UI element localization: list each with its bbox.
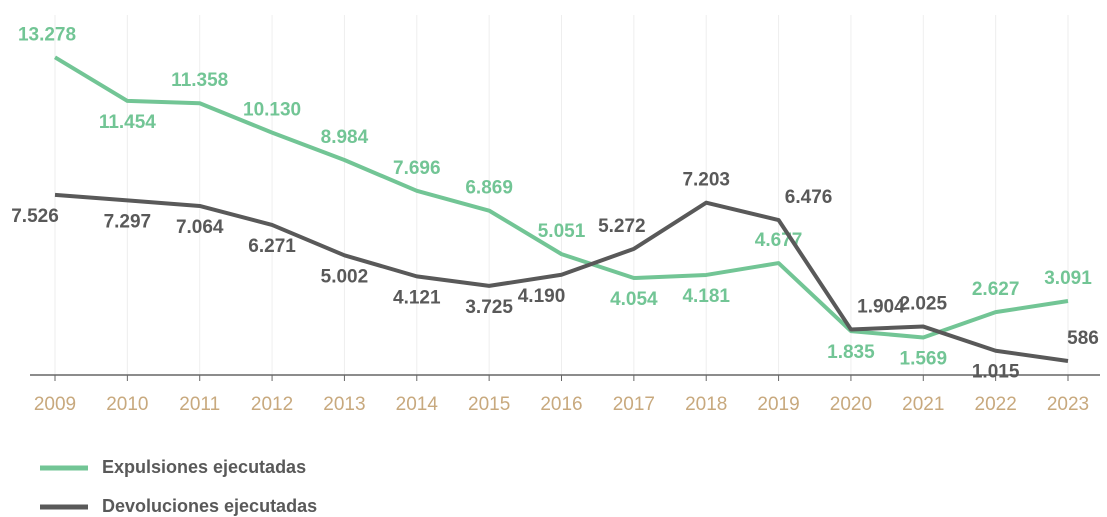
data-label: 6.476 bbox=[785, 187, 833, 208]
data-label: 7.203 bbox=[682, 170, 730, 191]
data-label: 7.064 bbox=[176, 217, 224, 238]
data-label: 4.181 bbox=[682, 286, 730, 307]
line-series bbox=[54, 192, 1069, 363]
x-tick-label: 2020 bbox=[830, 394, 872, 415]
data-label: 6.271 bbox=[248, 236, 296, 257]
data-label: 1.835 bbox=[827, 342, 875, 363]
data-label: 7.297 bbox=[104, 211, 152, 232]
x-tick-label: 2011 bbox=[179, 394, 220, 415]
x-tick-label: 2010 bbox=[106, 394, 148, 415]
x-tick-label: 2018 bbox=[685, 394, 727, 415]
data-label: 2.627 bbox=[972, 279, 1020, 300]
data-label: 1.569 bbox=[900, 348, 948, 369]
x-tick-label: 2015 bbox=[468, 394, 510, 415]
data-label: 8.984 bbox=[321, 127, 369, 148]
data-label: 5.002 bbox=[321, 266, 369, 287]
data-label: 4.121 bbox=[393, 287, 441, 308]
data-label: 5.051 bbox=[538, 221, 586, 242]
x-tick-label: 2014 bbox=[396, 394, 439, 415]
data-label: 10.130 bbox=[243, 100, 301, 121]
data-label: 6.869 bbox=[465, 178, 513, 199]
x-tick-label: 2023 bbox=[1047, 394, 1089, 415]
x-tick-label: 2021 bbox=[902, 394, 944, 415]
data-label: 4.190 bbox=[518, 286, 566, 307]
x-tick-label: 2022 bbox=[975, 394, 1017, 415]
data-label: 4.054 bbox=[610, 289, 658, 310]
legend-label: Expulsiones ejecutadas bbox=[102, 457, 306, 477]
data-label: 11.454 bbox=[99, 112, 156, 133]
x-tick-label: 2017 bbox=[613, 394, 655, 415]
data-label: 2.025 bbox=[900, 294, 948, 315]
data-label: 5.272 bbox=[598, 216, 646, 237]
data-label: 1.015 bbox=[972, 362, 1020, 383]
data-label: 3.725 bbox=[465, 297, 513, 318]
x-tick-label: 2009 bbox=[34, 394, 76, 415]
x-tick-label: 2019 bbox=[757, 394, 799, 415]
data-label: 3.091 bbox=[1044, 268, 1092, 289]
data-label: 586 bbox=[1067, 328, 1099, 349]
line-series bbox=[53, 55, 1069, 340]
data-label: 7.526 bbox=[11, 206, 59, 227]
x-tick-label: 2013 bbox=[323, 394, 365, 415]
x-tick-label: 2012 bbox=[251, 394, 293, 415]
data-label: 13.278 bbox=[18, 24, 76, 45]
x-tick-label: 2016 bbox=[540, 394, 582, 415]
data-label: 7.696 bbox=[393, 158, 441, 179]
legend-label: Devoluciones ejecutadas bbox=[102, 496, 317, 516]
data-label: 11.358 bbox=[171, 70, 228, 91]
data-label: 1.904 bbox=[857, 296, 905, 317]
